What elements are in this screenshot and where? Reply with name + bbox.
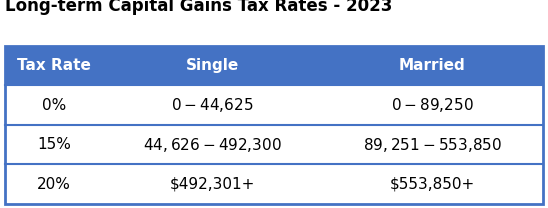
Text: $44,626 - $492,300: $44,626 - $492,300 [143, 136, 282, 154]
Text: Married: Married [399, 58, 466, 73]
Text: Tax Rate: Tax Rate [17, 58, 91, 73]
Text: $0 - $44,625: $0 - $44,625 [171, 96, 253, 114]
Text: $0 - $89,250: $0 - $89,250 [391, 96, 474, 114]
Text: 15%: 15% [37, 137, 71, 152]
FancyBboxPatch shape [5, 46, 543, 85]
Text: Single: Single [186, 58, 239, 73]
Text: $89,251 - $553,850: $89,251 - $553,850 [363, 136, 502, 154]
Text: 0%: 0% [42, 98, 66, 113]
Text: Long-term Capital Gains Tax Rates - 2023: Long-term Capital Gains Tax Rates - 2023 [5, 0, 393, 15]
Text: 20%: 20% [37, 177, 71, 192]
Text: $553,850+: $553,850+ [390, 177, 475, 192]
Text: $492,301+: $492,301+ [169, 177, 255, 192]
